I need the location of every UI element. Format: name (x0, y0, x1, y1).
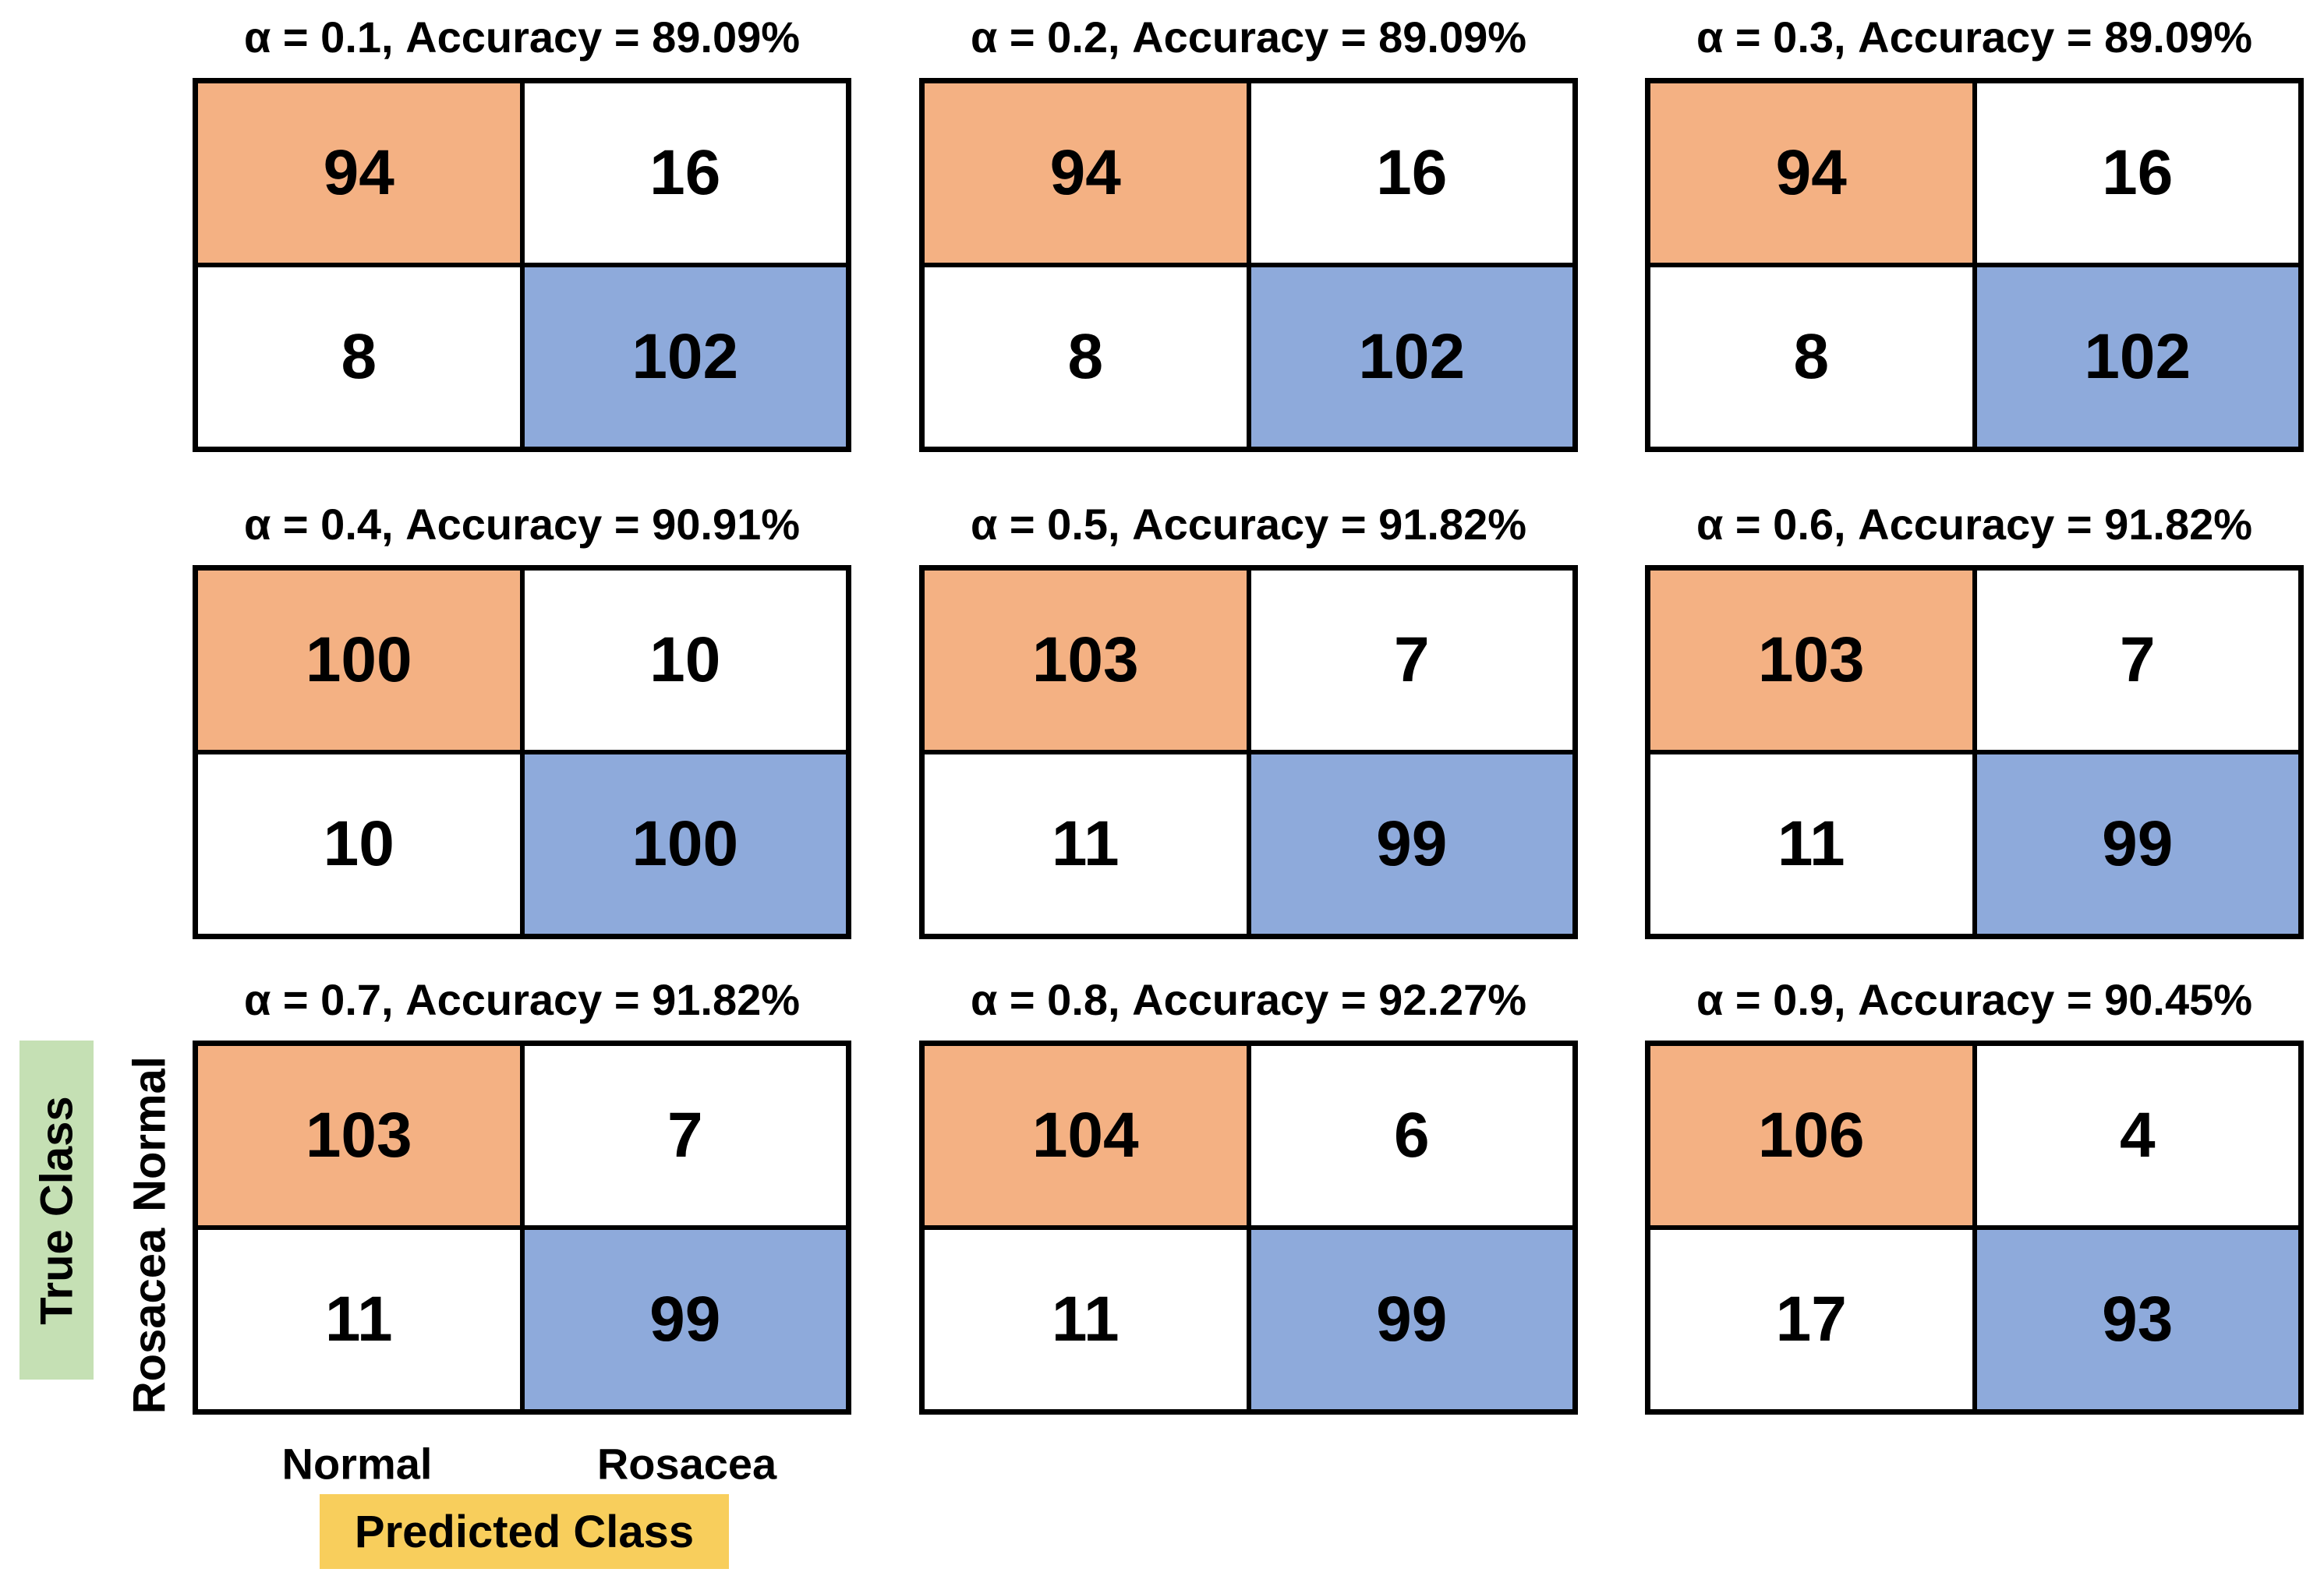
cell-true-normal-pred-normal: 104 (925, 1046, 1247, 1225)
matrix-title: α = 0.8, Accuracy = 92.27% (970, 975, 1527, 1024)
confusion-matrix: 106 4 17 93 (1645, 1041, 2304, 1415)
cell-true-rosacea-pred-rosacea: 102 (524, 267, 846, 447)
cell-true-rosacea-pred-normal: 8 (1650, 267, 1972, 447)
matrix-title: α = 0.6, Accuracy = 91.82% (1696, 500, 2253, 549)
confusion-matrix: 94 16 8 102 (1645, 78, 2304, 452)
col-label-rosacea: Rosacea (596, 1439, 777, 1489)
confusion-matrix-alpha-0-1: α = 0.1, Accuracy = 89.09% 94 16 8 102 (193, 12, 851, 452)
cell-true-rosacea-pred-rosacea: 99 (524, 1230, 846, 1409)
confusion-matrix-alpha-0-4: α = 0.4, Accuracy = 90.91% 100 10 10 100 (193, 499, 851, 939)
confusion-matrix: 104 6 11 99 (919, 1041, 1578, 1415)
cell-true-rosacea-pred-normal: 11 (925, 1230, 1247, 1409)
row-label-rosacea: Rosacea (124, 1228, 175, 1415)
cell-true-rosacea-pred-rosacea: 99 (1250, 1230, 1572, 1409)
cell-true-rosacea-pred-rosacea: 100 (524, 754, 846, 934)
cell-true-normal-pred-normal: 94 (925, 83, 1247, 263)
cell-true-normal-pred-rosacea: 7 (1976, 571, 2298, 750)
cell-true-normal-pred-rosacea: 7 (524, 1046, 846, 1225)
true-class-axis-band: True Class (19, 1041, 94, 1380)
matrix-title: α = 0.5, Accuracy = 91.82% (970, 500, 1527, 549)
confusion-matrix-alpha-0-3: α = 0.3, Accuracy = 89.09% 94 16 8 102 (1645, 12, 2304, 452)
cell-true-rosacea-pred-normal: 11 (198, 1230, 520, 1409)
confusion-matrix-alpha-0-6: α = 0.6, Accuracy = 91.82% 103 7 11 99 (1645, 499, 2304, 939)
cell-true-rosacea-pred-normal: 17 (1650, 1230, 1972, 1409)
cell-true-normal-pred-normal: 100 (198, 571, 520, 750)
cell-true-rosacea-pred-normal: 8 (925, 267, 1247, 447)
row-label-normal: Normal (124, 1056, 175, 1212)
cell-true-rosacea-pred-normal: 10 (198, 754, 520, 934)
matrix-title: α = 0.1, Accuracy = 89.09% (243, 12, 801, 62)
cell-true-normal-pred-rosacea: 16 (1250, 83, 1572, 263)
cell-true-rosacea-pred-normal: 11 (925, 754, 1247, 934)
cell-true-normal-pred-rosacea: 10 (524, 571, 846, 750)
confusion-matrix: 94 16 8 102 (193, 78, 851, 452)
cell-true-normal-pred-normal: 103 (925, 571, 1247, 750)
confusion-matrix-alpha-0-5: α = 0.5, Accuracy = 91.82% 103 7 11 99 (919, 499, 1578, 939)
matrix-title: α = 0.3, Accuracy = 89.09% (1696, 12, 2253, 62)
cell-true-rosacea-pred-rosacea: 99 (1250, 754, 1572, 934)
confusion-matrix: 103 7 11 99 (193, 1041, 851, 1415)
cell-true-rosacea-pred-rosacea: 99 (1976, 754, 2298, 934)
cell-true-rosacea-pred-rosacea: 102 (1250, 267, 1572, 447)
cell-true-rosacea-pred-rosacea: 93 (1976, 1230, 2298, 1409)
matrix-title: α = 0.4, Accuracy = 90.91% (243, 500, 801, 549)
confusion-matrix-alpha-0-9: α = 0.9, Accuracy = 90.45% 106 4 17 93 (1645, 974, 2304, 1415)
predicted-class-axis-label: Predicted Class (354, 1506, 695, 1557)
confusion-matrix: 94 16 8 102 (919, 78, 1578, 452)
cell-true-normal-pred-rosacea: 7 (1250, 571, 1572, 750)
confusion-matrix: 103 7 11 99 (1645, 565, 2304, 939)
matrix-title: α = 0.7, Accuracy = 91.82% (243, 975, 801, 1024)
cell-true-normal-pred-normal: 106 (1650, 1046, 1972, 1225)
cell-true-normal-pred-rosacea: 6 (1250, 1046, 1572, 1225)
matrix-title: α = 0.9, Accuracy = 90.45% (1696, 975, 2253, 1024)
cell-true-rosacea-pred-normal: 8 (198, 267, 520, 447)
true-class-axis-label: True Class (31, 1095, 82, 1325)
cell-true-rosacea-pred-rosacea: 102 (1976, 267, 2298, 447)
cell-true-normal-pred-normal: 94 (198, 83, 520, 263)
matrix-title: α = 0.2, Accuracy = 89.09% (970, 12, 1527, 62)
cell-true-normal-pred-normal: 103 (198, 1046, 520, 1225)
cell-true-normal-pred-normal: 103 (1650, 571, 1972, 750)
confusion-matrix-alpha-0-2: α = 0.2, Accuracy = 89.09% 94 16 8 102 (919, 12, 1578, 452)
confusion-matrix: 103 7 11 99 (919, 565, 1578, 939)
cell-true-normal-pred-rosacea: 16 (524, 83, 846, 263)
predicted-class-axis-band: Predicted Class (320, 1494, 729, 1569)
col-label-normal: Normal (281, 1439, 433, 1489)
confusion-matrix: 100 10 10 100 (193, 565, 851, 939)
cell-true-rosacea-pred-normal: 11 (1650, 754, 1972, 934)
cell-true-normal-pred-rosacea: 4 (1976, 1046, 2298, 1225)
cell-true-normal-pred-rosacea: 16 (1976, 83, 2298, 263)
cell-true-normal-pred-normal: 94 (1650, 83, 1972, 263)
confusion-matrix-alpha-0-8: α = 0.8, Accuracy = 92.27% 104 6 11 99 (919, 974, 1578, 1415)
confusion-matrix-alpha-0-7: α = 0.7, Accuracy = 91.82% 103 7 11 99 (193, 974, 851, 1415)
